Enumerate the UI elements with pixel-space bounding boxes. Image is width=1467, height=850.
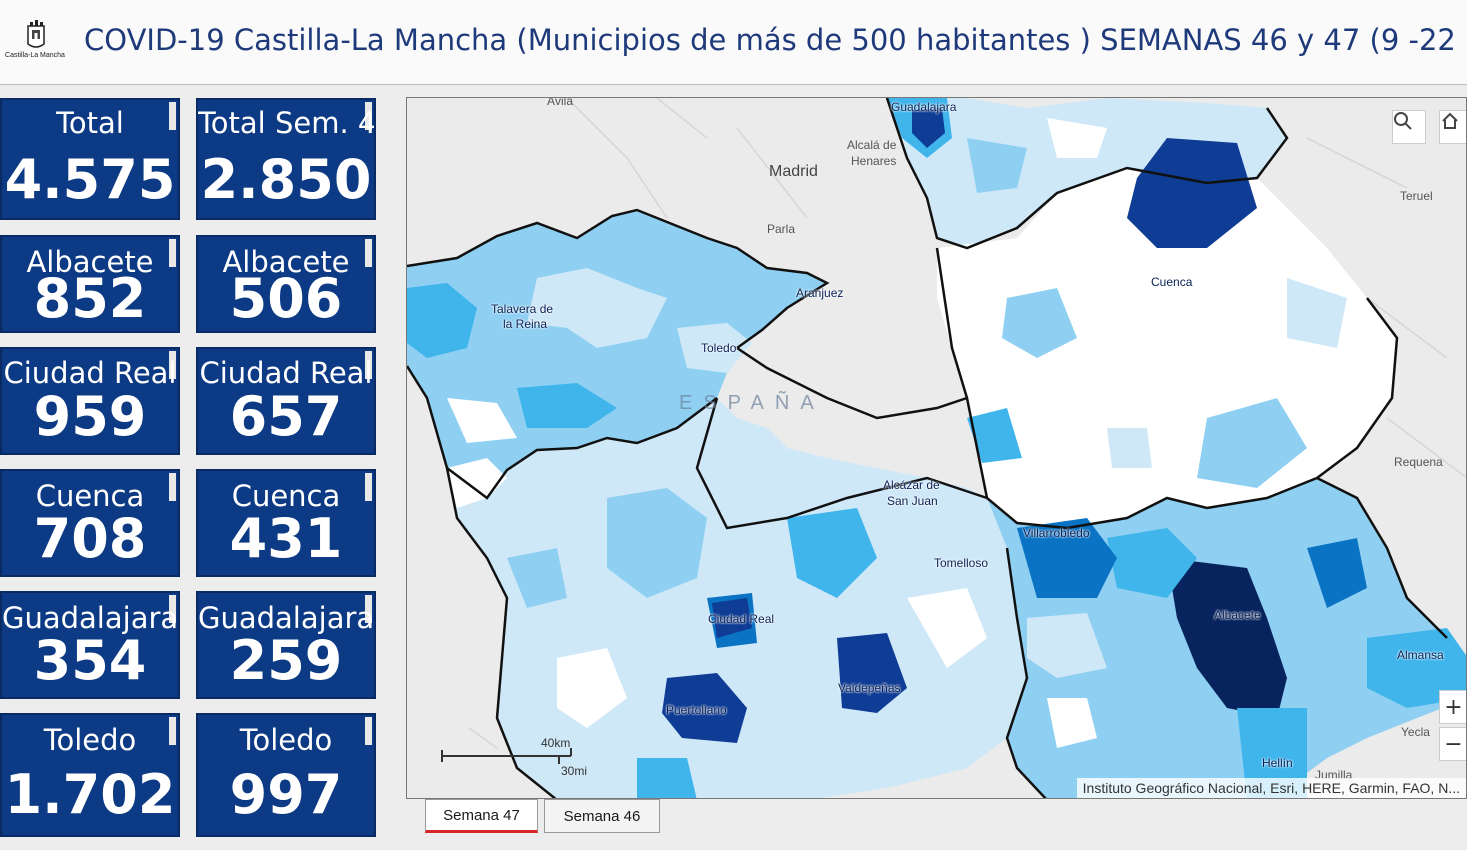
place-aranjuez: Aranjuez (796, 286, 844, 300)
place-hellin: Hellín (1262, 756, 1293, 770)
place-ciudad-real: Ciudad Real (708, 612, 775, 626)
place-alcala: Alcalá de (847, 138, 897, 152)
card-value: 506 (229, 267, 343, 330)
place-madrid: Madrid (769, 163, 818, 180)
card-value: 431 (229, 507, 343, 570)
card-value: 354 (33, 629, 147, 692)
card-label: Total (56, 106, 124, 140)
region-ciudad-real[interactable] (447, 398, 1027, 799)
place-espana: ESPAÑA (679, 392, 825, 414)
map-view[interactable]: Ávila Guadalajara Alcalá de Henares Madr… (406, 97, 1467, 799)
card-scrollbar[interactable] (169, 717, 176, 745)
place-valdepenas: Valdepeñas (838, 681, 901, 695)
card-cuenca-total[interactable]: Cuenca 708 (0, 469, 180, 577)
place-teruel: Teruel (1400, 189, 1433, 203)
place-talavera-2: la Reina (503, 317, 548, 331)
map-search-button[interactable] (1392, 110, 1426, 144)
card-label: Ciudad Real (199, 356, 373, 390)
card-scrollbar[interactable] (365, 473, 372, 501)
place-villarrobledo: Villarrobledo (1023, 526, 1090, 540)
scalebar-graphic (441, 748, 572, 764)
map-attribution: Instituto Geográfico Nacional, Esri, HER… (1076, 778, 1466, 798)
card-scrollbar[interactable] (169, 595, 176, 623)
card-value: 959 (33, 385, 147, 448)
region-toledo[interactable] (407, 210, 827, 498)
region-cuenca[interactable] (937, 138, 1397, 528)
place-talavera-1: Talavera de (491, 302, 554, 316)
card-total[interactable]: Total 4.575 (0, 98, 180, 220)
card-ciudad-real-week[interactable]: Ciudad Real 657 (196, 347, 376, 455)
place-guadalajara: Guadalajara (891, 100, 957, 114)
page-title: COVID-19 Castilla-La Mancha (Municipios … (84, 23, 1467, 57)
card-label: Albacete (26, 245, 154, 279)
place-yecla: Yecla (1401, 725, 1430, 739)
card-albacete-total[interactable]: Albacete 852 (0, 235, 180, 333)
card-value: 997 (229, 763, 343, 826)
card-scrollbar[interactable] (365, 595, 372, 623)
card-scrollbar[interactable] (169, 473, 176, 501)
place-alcazar-2: San Juan (887, 494, 938, 508)
card-label: Guadalajara (198, 601, 375, 635)
card-value: 1.702 (4, 763, 176, 826)
tab-semana-46[interactable]: Semana 46 (544, 799, 660, 833)
card-label: Ciudad Real (3, 356, 177, 390)
card-value: 657 (229, 385, 343, 448)
card-label: Total Sem. 4 (198, 106, 376, 140)
choropleth-map[interactable] (407, 98, 1467, 799)
card-scrollbar[interactable] (365, 239, 372, 267)
card-value: 4.575 (4, 148, 176, 211)
tab-semana-47[interactable]: Semana 47 (425, 799, 538, 833)
card-albacete-week[interactable]: Albacete 506 (196, 235, 376, 333)
card-value: 2.850 (200, 148, 372, 211)
card-value: 852 (33, 267, 147, 330)
card-value: 259 (229, 629, 343, 692)
card-label: Guadalajara (2, 601, 179, 635)
castle-icon (27, 20, 45, 48)
home-icon (1442, 112, 1458, 129)
card-cuenca-week[interactable]: Cuenca 431 (196, 469, 376, 577)
search-icon (1394, 112, 1412, 130)
card-label: Albacete (222, 245, 350, 279)
place-toledo: Toledo (701, 341, 737, 355)
scale-km: 40km (541, 736, 571, 750)
place-avila: Ávila (547, 97, 574, 108)
card-label: Cuenca (231, 479, 341, 513)
place-puertollano: Puertollano (666, 703, 727, 717)
card-guadalajara-week[interactable]: Guadalajara 259 (196, 591, 376, 699)
app-header: Castilla-La Mancha COVID-19 Castilla-La … (0, 0, 1467, 85)
logo-text: Castilla-La Mancha (5, 52, 65, 59)
place-cuenca: Cuenca (1151, 275, 1193, 289)
map-home-button[interactable] (1439, 110, 1466, 144)
place-parla: Parla (767, 222, 796, 236)
card-value: 708 (33, 507, 147, 570)
place-almansa: Almansa (1397, 648, 1444, 662)
place-henares: Henares (851, 154, 897, 168)
card-scrollbar[interactable] (365, 102, 372, 130)
card-toledo-total[interactable]: Toledo 1.702 (0, 713, 180, 837)
card-label: Cuenca (35, 479, 145, 513)
card-scrollbar[interactable] (365, 717, 372, 745)
card-ciudad-real-total[interactable]: Ciudad Real 959 (0, 347, 180, 455)
card-scrollbar[interactable] (365, 351, 372, 379)
place-albacete: Albacete (1214, 608, 1261, 622)
region-borders (407, 98, 1448, 798)
card-label: Toledo (43, 723, 137, 757)
card-scrollbar[interactable] (169, 239, 176, 267)
place-alcazar-1: Alcázar de (883, 478, 940, 492)
region-albacete[interactable] (987, 478, 1467, 799)
place-requena: Requena (1394, 455, 1443, 469)
castilla-la-mancha-logo: Castilla-La Mancha (2, 20, 68, 66)
place-tomelloso: Tomelloso (934, 556, 989, 570)
card-total-week[interactable]: Total Sem. 4 2.850 (196, 98, 376, 220)
card-label: Toledo (239, 723, 333, 757)
zoom-in-button[interactable]: + (1439, 690, 1466, 724)
scale-mi: 30mi (561, 764, 588, 778)
card-scrollbar[interactable] (169, 351, 176, 379)
card-scrollbar[interactable] (169, 102, 176, 130)
card-toledo-week[interactable]: Toledo 997 (196, 713, 376, 837)
zoom-out-button[interactable]: − (1439, 727, 1466, 761)
region-guadalajara[interactable] (887, 98, 1287, 248)
card-guadalajara-total[interactable]: Guadalajara 354 (0, 591, 180, 699)
